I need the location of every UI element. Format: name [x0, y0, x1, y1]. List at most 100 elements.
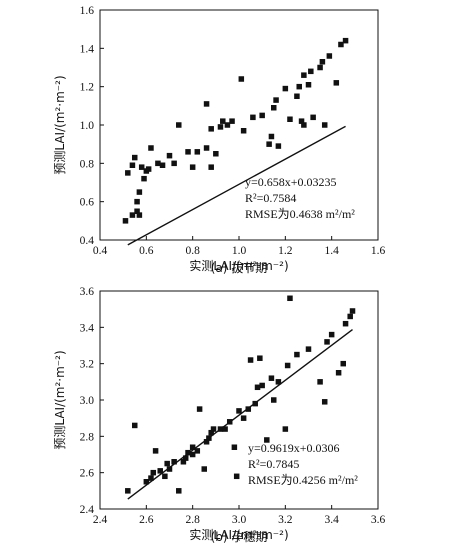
data-point: [155, 160, 161, 167]
x-tick-label: 3.2: [278, 514, 293, 526]
y-tick-label: 3.0: [80, 395, 95, 407]
plot-frame: [99, 9, 379, 241]
data-point: [305, 82, 312, 88]
y-tick-label: 0.6: [80, 197, 95, 209]
data-point: [217, 426, 224, 432]
data-point: [268, 375, 275, 381]
data-point: [166, 152, 173, 159]
data-point: [317, 64, 323, 71]
x-tick-label: 0.8: [185, 245, 200, 257]
x-tick-label: 3.4: [324, 514, 339, 526]
data-point: [138, 164, 145, 170]
data-point: [296, 83, 302, 90]
x-axis-title: 实测LAI/(m²·m⁻²): [189, 258, 288, 273]
y-tick-label: 3.2: [80, 359, 95, 371]
data-point: [185, 449, 191, 456]
data-point: [122, 218, 129, 224]
data-point: [333, 80, 340, 86]
data-point: [180, 459, 187, 465]
data-point: [217, 124, 224, 130]
data-point: [245, 406, 252, 412]
data-point: [310, 114, 316, 121]
data-point: [196, 406, 203, 412]
data-point: [208, 429, 214, 436]
data-point: [171, 459, 177, 465]
y-tick-label: 1.6: [80, 5, 95, 17]
x-tick-label: 3.0: [232, 514, 247, 526]
data-point: [259, 382, 265, 389]
data-point: [189, 444, 196, 450]
data-point: [220, 118, 226, 124]
data-point: [203, 145, 210, 151]
panel-caption: (b) 孕穗期: [211, 530, 268, 544]
y-tick-label: 2.8: [80, 431, 95, 443]
data-point: [340, 360, 346, 367]
data-point: [335, 370, 342, 376]
data-point: [134, 198, 140, 205]
data-point: [275, 379, 282, 385]
regression-line: [127, 125, 346, 246]
y-axis-title: 预测LAI/(m²·m⁻²): [53, 350, 67, 449]
data-point: [145, 166, 152, 172]
data-point: [231, 444, 238, 450]
data-point: [166, 466, 173, 472]
y-tick-label: 2.4: [80, 504, 95, 516]
y-tick-label: 1.2: [80, 82, 95, 94]
x-tick-label: 2.6: [139, 514, 154, 526]
data-point: [136, 189, 143, 195]
data-point: [157, 468, 163, 474]
y-tick-label: 1.0: [80, 120, 95, 132]
data-point: [271, 397, 277, 403]
data-point: [342, 37, 349, 44]
x-tick-label: 1.0: [232, 245, 247, 257]
y-tick-label: 2.6: [80, 468, 95, 480]
fit-annotation: y=0.9619x+0.0306: [248, 441, 340, 455]
data-point: [150, 469, 157, 476]
y-tick-label: 0.8: [80, 158, 95, 170]
data-point: [294, 93, 300, 99]
y-axis-title: 预测LAI/(m²·m⁻²): [53, 75, 67, 174]
data-point: [229, 118, 235, 124]
y-tick-label: 3.4: [80, 322, 95, 334]
data-point: [152, 448, 159, 454]
data-point: [189, 451, 196, 458]
x-tick-label: 1.4: [324, 245, 339, 257]
fit-annotation: R²=0.7845: [248, 457, 299, 471]
data-point: [287, 116, 293, 122]
data-point: [301, 72, 307, 78]
data-point: [206, 435, 212, 441]
fit-annotation: RMSE为0.4638 m²/m²: [245, 207, 355, 221]
data-point: [203, 101, 210, 107]
data-point: [125, 170, 131, 176]
data-point: [321, 399, 328, 405]
data-point: [275, 143, 282, 149]
data-point: [210, 426, 217, 432]
data-point: [301, 122, 307, 128]
data-point: [132, 154, 138, 161]
data-point: [282, 85, 289, 92]
x-tick-label: 2.4: [93, 514, 108, 526]
data-point: [226, 419, 233, 425]
x-axis-title: 实测LAI/(m²·m⁻²): [189, 527, 288, 542]
data-point: [125, 488, 131, 494]
data-point: [134, 208, 140, 214]
panel-a-jointing-stage: 0.4 0.6 0.8 1.0 1.2 1.4 1.6 0.4 0.6 0.8 1.0 1.2 1.4 1…: [53, 5, 385, 275]
data-point: [349, 308, 356, 314]
data-point: [132, 422, 138, 429]
data-point: [159, 162, 166, 168]
panel-caption: (a) 拔节期: [211, 260, 268, 275]
x-tick-label: 2.8: [185, 514, 200, 526]
data-point: [308, 68, 314, 75]
data-point: [201, 466, 207, 472]
data-point: [326, 53, 333, 59]
data-point: [189, 164, 196, 170]
data-point: [250, 114, 256, 121]
panel-b-booting-stage: 2.4 2.6 2.8 3.0 3.2 3.4 3.6 2.4 2.6 2.8 3.0 3.2 3.4 3…: [53, 286, 385, 544]
y-tick-label: 1.4: [80, 43, 95, 55]
data-point: [224, 122, 231, 128]
data-point: [208, 126, 214, 132]
data-point: [240, 415, 247, 421]
data-point: [282, 426, 289, 432]
data-point: [194, 149, 201, 155]
data-point: [259, 112, 265, 119]
